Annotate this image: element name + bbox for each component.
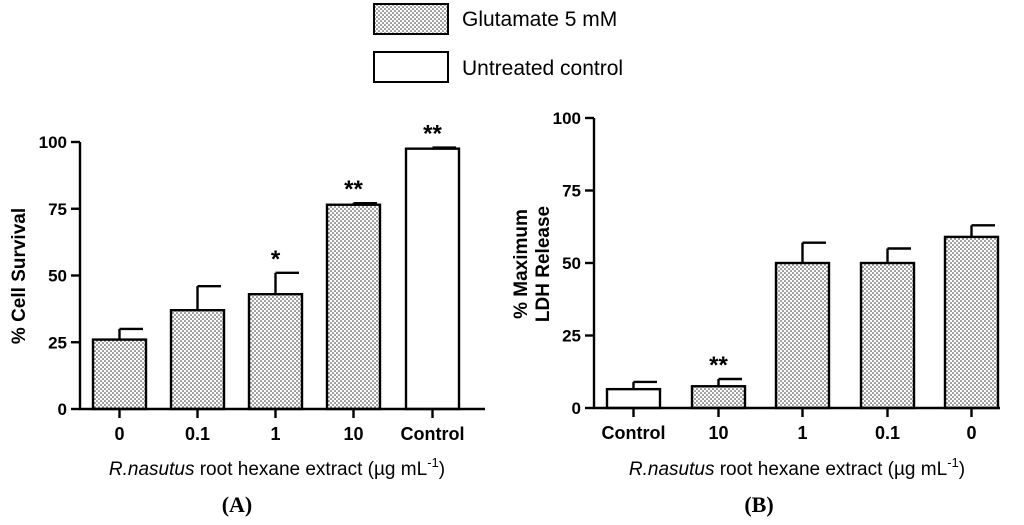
chart-b-y-ticks: 0 25 50 75 100	[553, 109, 594, 418]
chart-b-x-tick-label: 1	[797, 423, 807, 443]
chart-a-panel-label: (A)	[222, 492, 253, 517]
chart-a-x-tick-label: Control	[401, 424, 465, 444]
chart-a-bar	[247, 292, 304, 411]
chart-a-significance-marker: *	[271, 246, 281, 273]
chart-b-y-tick-label: 50	[562, 254, 581, 273]
legend-label-control: Untreated control	[462, 57, 623, 80]
chart-b-y-tick-label: 100	[553, 109, 581, 128]
chart-a-y-tick-label: 25	[48, 333, 67, 352]
legend-label-glutamate: Glutamate 5 mM	[462, 8, 617, 31]
chart-b-bar	[859, 261, 916, 410]
chart-b-x-label: R.nasutus root hexane extract (µg mL-1)	[629, 455, 965, 480]
chart-a-x-tick-label: 0.1	[185, 424, 210, 444]
chart-a-significance-marker: **	[344, 176, 363, 203]
chart-b-bar	[774, 261, 831, 410]
chart-b-y-tick-label: 0	[572, 399, 581, 418]
chart-a-significance-marker: **	[423, 121, 442, 148]
legend: Glutamate 5 mM Untreated control	[373, 3, 623, 83]
chart-a-y-tick-label: 0	[58, 400, 67, 419]
chart-b-significance-marker: **	[709, 352, 728, 379]
chart-a-x-tick-label: 1	[270, 424, 280, 444]
chart-a-x-ticks: 0 0.1 1 10 Control	[114, 409, 464, 444]
chart-a-bar	[325, 203, 382, 411]
chart-b: ** 0 25 50 75 100 Control 10 1 0.1 0 % MaximumLD…	[511, 109, 1000, 517]
chart-b-y-tick-label: 75	[562, 182, 581, 201]
chart-b-x-tick-label: Control	[602, 423, 666, 443]
chart-b-bar	[690, 385, 747, 410]
chart-a-y-tick-label: 75	[48, 200, 67, 219]
chart-b-bar	[943, 235, 1000, 410]
chart-b-bar	[605, 387, 662, 410]
chart-a-y-tick-label: 50	[48, 267, 67, 286]
chart-b-x-tick-label: 0	[966, 423, 976, 443]
chart-b-y-tick-label: 25	[562, 327, 581, 346]
chart-b-y-label: % MaximumLDH Release	[511, 206, 554, 322]
chart-b-x-tick-label: 0.1	[875, 423, 900, 443]
chart-a-bar	[169, 309, 226, 411]
chart-a-x-label: R.nasutus root hexane extract (µg mL-1)	[109, 455, 445, 480]
chart-a-x-tick-label: 0	[114, 424, 124, 444]
chart-a-x-tick-label: 10	[343, 424, 363, 444]
chart-a-y-label: % Cell Survival	[9, 208, 30, 344]
chart-a-bar	[91, 338, 148, 411]
chart-a-y-tick-label: 100	[39, 133, 67, 152]
legend-swatch-control	[373, 51, 449, 83]
chart-b-x-tick-label: 10	[708, 423, 728, 443]
chart-a-y-ticks: 0 25 50 75 100	[39, 133, 80, 419]
chart-a-bars: *****	[91, 121, 461, 411]
chart-b-bars: **	[605, 224, 1000, 410]
chart-b-x-ticks: Control 10 1 0.1 0	[602, 408, 977, 443]
chart-a-bar	[404, 147, 461, 411]
legend-swatch-glutamate	[373, 3, 449, 35]
chart-b-panel-label: (B)	[744, 492, 773, 517]
